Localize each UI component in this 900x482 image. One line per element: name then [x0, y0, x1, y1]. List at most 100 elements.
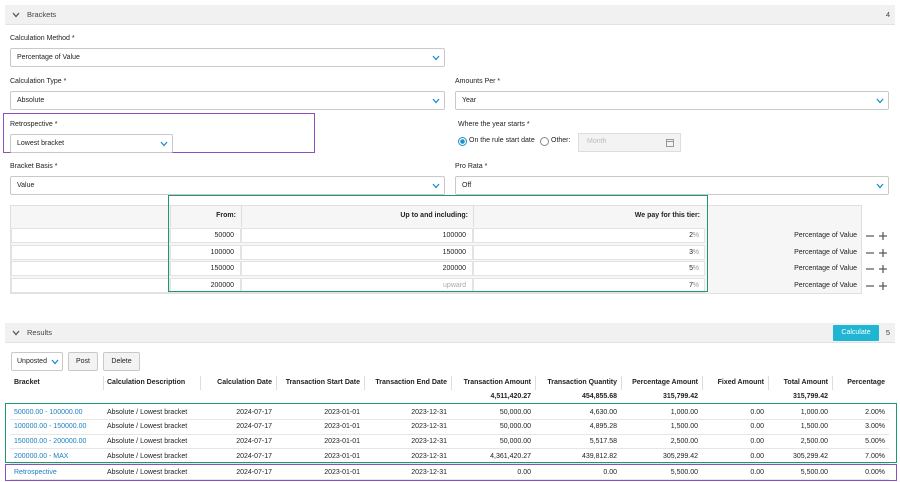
input-value[interactable]: 200000	[442, 265, 466, 272]
column-separator	[451, 376, 452, 390]
chevron-icon	[12, 330, 20, 336]
cell-value: 2023-12-31	[411, 452, 447, 460]
action-button[interactable]	[68, 352, 98, 371]
cell-value: 50,000.00	[499, 423, 531, 431]
cell-value: 1,000.00	[670, 408, 698, 416]
select-value[interactable]: Value	[17, 181, 35, 189]
column-separator	[200, 376, 201, 390]
input-cell[interactable]	[473, 228, 705, 243]
section-title: Results	[27, 328, 53, 337]
column-header: Calculation Description	[107, 379, 186, 386]
bracket-link[interactable]: 150000.00 - 200000.00	[14, 438, 87, 446]
table-header: Up to and including:	[400, 212, 468, 219]
radio	[540, 137, 549, 146]
input-value[interactable]: 2	[689, 232, 693, 239]
cell-value: Absolute / Lowest bracket	[107, 423, 188, 431]
bracket-link[interactable]: 200000.00 - MAX	[14, 452, 69, 460]
field-label: Where the year starts *	[458, 121, 530, 128]
select-value[interactable]: Absolute	[17, 96, 45, 104]
action-button[interactable]	[103, 352, 140, 371]
input-value[interactable]: 7	[689, 281, 693, 289]
input-cell[interactable]	[473, 261, 705, 276]
input-cell[interactable]	[170, 228, 241, 243]
calculate-button[interactable]	[833, 325, 879, 341]
radio-label[interactable]: On the rule start date	[469, 137, 535, 144]
cell-value: Absolute / Lowest bracket	[107, 468, 188, 476]
input-value[interactable]: 5	[689, 265, 693, 272]
add-button[interactable]	[878, 248, 888, 258]
input-value[interactable]: 150000	[210, 265, 234, 272]
column-separator	[768, 376, 769, 390]
cell-value: 1,500.00	[800, 423, 828, 431]
select-value[interactable]: Percentage of Value	[17, 53, 80, 61]
select[interactable]	[10, 91, 445, 110]
cell-value: 2023-12-31	[411, 408, 447, 416]
cell-value: 439,812.82	[581, 452, 617, 460]
input-cell[interactable]	[170, 261, 241, 276]
input-cell[interactable]	[241, 261, 473, 276]
chevron-icon	[160, 141, 168, 146]
input-placeholder[interactable]: upward	[443, 281, 466, 289]
input-cell[interactable]	[241, 244, 473, 260]
table-header-cell	[241, 205, 473, 227]
bracket-link[interactable]: 50000.00 - 100000.00	[14, 408, 83, 416]
radio-label[interactable]: Other:	[551, 137, 571, 144]
select[interactable]	[10, 48, 445, 67]
cell-value: 2023-01-01	[324, 438, 360, 446]
date-placeholder: Month	[587, 138, 607, 145]
remove-button[interactable]	[865, 231, 875, 241]
select[interactable]	[455, 91, 889, 110]
input-value[interactable]: 200000	[210, 281, 234, 289]
column-header: Percentage	[847, 379, 885, 386]
bracket-link[interactable]: 100000.00 - 150000.00	[14, 423, 87, 431]
highlight-box	[168, 195, 708, 292]
remove-button[interactable]	[865, 264, 875, 274]
select[interactable]	[455, 176, 889, 195]
bracket-link[interactable]: Retrospective	[14, 468, 57, 476]
add-button[interactable]	[878, 264, 888, 274]
input-value[interactable]: 100000	[442, 232, 466, 239]
button-label[interactable]: Calculate	[841, 329, 871, 336]
column-header: Calculation Date	[217, 379, 272, 386]
cell-value: 2024-07-17	[236, 452, 272, 460]
select-value[interactable]: Lowest bracket	[17, 139, 65, 147]
button-label[interactable]: Delete	[111, 358, 132, 365]
unit: %	[692, 232, 699, 239]
chevron-icon	[876, 98, 884, 103]
input-cell[interactable]	[170, 277, 241, 293]
remove-button[interactable]	[865, 248, 875, 258]
select-value[interactable]: Year	[462, 96, 477, 104]
select[interactable]	[10, 176, 445, 195]
cell-value: Absolute / Lowest bracket	[107, 452, 188, 460]
column-total: 4,511,420.27	[490, 393, 532, 400]
input-cell[interactable]	[241, 228, 473, 243]
input-cell[interactable]	[473, 244, 705, 260]
cell-value: 5.00%	[865, 438, 885, 446]
remove-button[interactable]	[865, 281, 875, 291]
cell-value: 0.00%	[865, 468, 885, 476]
cell-value: 2024-07-17	[236, 438, 272, 446]
cell-value: 5,500.00	[670, 468, 698, 476]
column-separator	[702, 376, 703, 390]
filter-select[interactable]	[11, 352, 63, 371]
input-cell[interactable]	[170, 244, 241, 260]
column-header: Transaction Quantity	[547, 379, 617, 386]
input-cell[interactable]	[473, 277, 705, 293]
input-cell	[11, 228, 170, 243]
date-input[interactable]	[578, 133, 681, 152]
select[interactable]	[10, 134, 173, 153]
select-value[interactable]: Off	[462, 181, 472, 189]
input-cell[interactable]	[241, 277, 473, 293]
filter-value[interactable]: Unposted	[17, 358, 47, 365]
input-value[interactable]: 50000	[214, 232, 234, 239]
input-value[interactable]: 100000	[210, 248, 234, 256]
button-label[interactable]: Post	[75, 358, 91, 365]
input-value[interactable]: 3	[689, 248, 693, 256]
table-row	[10, 465, 889, 480]
add-button[interactable]	[878, 231, 888, 241]
cell-value: 4,361,420.27	[490, 452, 531, 460]
input-value[interactable]: 150000	[442, 248, 466, 256]
section-header	[5, 5, 895, 25]
cell-value: 2,500.00	[800, 438, 828, 446]
add-button[interactable]	[878, 281, 888, 291]
